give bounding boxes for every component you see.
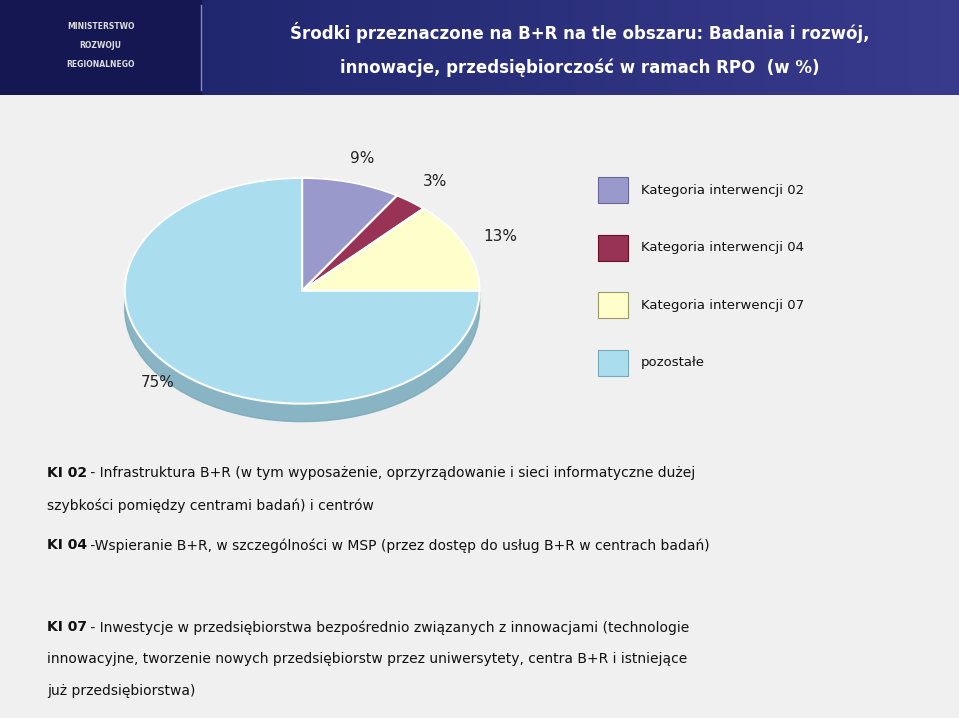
Bar (751, 0, 767, 95)
Text: innowacyjne, tworzenie nowych przedsiębiorstw przez uniwersytety, centra B+R i i: innowacyjne, tworzenie nowych przedsiębi… (47, 653, 688, 666)
Bar (16, 0, 32, 95)
Bar (400, 0, 415, 95)
Bar (559, 0, 575, 95)
Text: 9%: 9% (350, 151, 375, 166)
Bar (32, 0, 48, 95)
Bar (736, 0, 751, 95)
Bar (688, 0, 703, 95)
Bar (815, 0, 831, 95)
Bar (879, 0, 895, 95)
Text: pozostałe: pozostałe (641, 356, 705, 369)
Bar (48, 0, 64, 95)
Bar (544, 0, 559, 95)
Bar (352, 0, 367, 95)
Bar (831, 0, 847, 95)
Bar (598, 292, 627, 318)
Text: MINISTERSTWO: MINISTERSTWO (67, 22, 134, 31)
Bar (527, 0, 544, 95)
Bar (144, 0, 160, 95)
Bar (271, 0, 288, 95)
Bar (256, 0, 271, 95)
Bar (223, 0, 240, 95)
Text: KI 04: KI 04 (47, 538, 87, 552)
Bar (496, 0, 511, 95)
Text: Środki przeznaczone na B+R na tle obszaru: Badania i rozwój,: Środki przeznaczone na B+R na tle obszar… (291, 22, 870, 43)
Polygon shape (397, 195, 424, 226)
Bar (607, 0, 623, 95)
Bar (799, 0, 815, 95)
Text: - Infrastruktura B+R (w tym wyposażenie, oprzyrządowanie i sieci informatyczne d: - Infrastruktura B+R (w tym wyposażenie,… (86, 467, 695, 480)
Bar (895, 0, 911, 95)
Bar (192, 0, 208, 95)
Bar (511, 0, 527, 95)
Bar (367, 0, 384, 95)
Bar (767, 0, 784, 95)
Bar (160, 0, 175, 95)
Text: Kategoria interwencji 07: Kategoria interwencji 07 (641, 299, 804, 312)
Bar (304, 0, 319, 95)
Bar (336, 0, 352, 95)
Bar (80, 0, 96, 95)
Bar (480, 0, 496, 95)
Bar (598, 350, 627, 376)
Bar (319, 0, 336, 95)
Bar (112, 0, 128, 95)
Bar (432, 0, 448, 95)
Bar (240, 0, 256, 95)
Text: już przedsiębiorstwa): już przedsiębiorstwa) (47, 684, 196, 698)
Polygon shape (125, 178, 480, 404)
Bar (623, 0, 640, 95)
Text: Kategoria interwencji 02: Kategoria interwencji 02 (641, 184, 804, 197)
Polygon shape (302, 195, 424, 291)
Polygon shape (302, 178, 397, 213)
Bar (719, 0, 736, 95)
Bar (96, 0, 112, 95)
Bar (863, 0, 879, 95)
Bar (0, 0, 201, 95)
Bar (592, 0, 607, 95)
Polygon shape (424, 208, 480, 309)
Text: 13%: 13% (483, 228, 518, 243)
Bar (128, 0, 144, 95)
Bar (927, 0, 943, 95)
Text: -Wspieranie B+R, w szczególności w MSP (przez dostęp do usług B+R w centrach bad: -Wspieranie B+R, w szczególności w MSP (… (86, 538, 710, 553)
Text: 3%: 3% (423, 174, 447, 190)
Bar (784, 0, 799, 95)
Polygon shape (125, 178, 480, 421)
Text: KI 07: KI 07 (47, 620, 87, 635)
Bar (943, 0, 959, 95)
Bar (208, 0, 223, 95)
Bar (288, 0, 304, 95)
Text: szybkości pomiędzy centrami badań) i centrów: szybkości pomiędzy centrami badań) i cen… (47, 498, 374, 513)
Bar (671, 0, 688, 95)
Bar (0, 0, 16, 95)
Polygon shape (302, 178, 397, 291)
Bar (415, 0, 432, 95)
Bar (598, 235, 627, 261)
Polygon shape (302, 208, 480, 291)
Text: ROZWOJU: ROZWOJU (80, 41, 122, 50)
Bar (911, 0, 927, 95)
Bar (655, 0, 671, 95)
Text: REGIONALNEGO: REGIONALNEGO (66, 60, 135, 69)
Bar (175, 0, 192, 95)
Bar (463, 0, 480, 95)
Text: KI 02: KI 02 (47, 467, 87, 480)
Bar (448, 0, 463, 95)
Bar (384, 0, 400, 95)
Text: - Inwestycje w przedsiębiorstwa bezpośrednio związanych z innowacjami (technolog: - Inwestycje w przedsiębiorstwa bezpośre… (86, 620, 690, 635)
Bar (598, 177, 627, 203)
Text: 75%: 75% (141, 375, 175, 390)
Bar (640, 0, 655, 95)
Bar (703, 0, 719, 95)
Bar (64, 0, 80, 95)
Text: Kategoria interwencji 04: Kategoria interwencji 04 (641, 241, 804, 254)
Bar (575, 0, 592, 95)
Bar (847, 0, 863, 95)
Text: innowacje, przedsiębiorczość w ramach RPO  (w %): innowacje, przedsiębiorczość w ramach RP… (340, 59, 820, 78)
